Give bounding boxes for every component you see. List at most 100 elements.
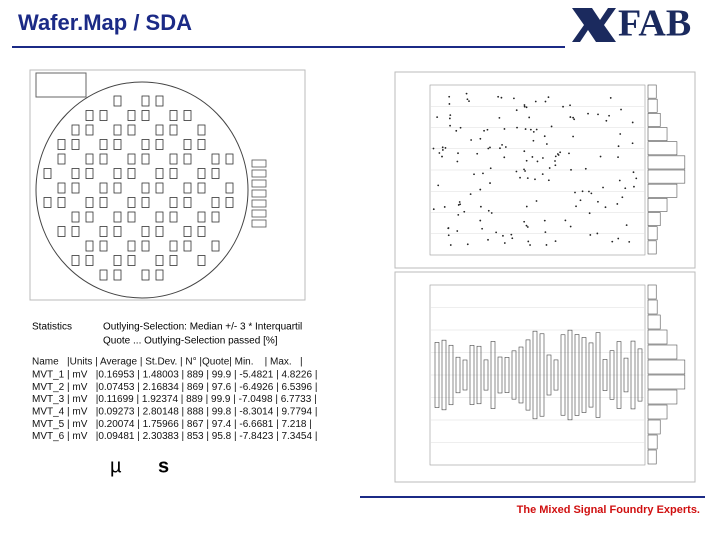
point [525, 205, 528, 208]
die [141, 240, 150, 252]
hist-bar [647, 127, 668, 141]
point [632, 171, 635, 174]
die [99, 139, 108, 150]
die [183, 197, 192, 208]
die [141, 95, 150, 107]
die [71, 226, 80, 237]
die [141, 226, 150, 237]
hist-bar [647, 169, 686, 184]
box [455, 356, 461, 394]
box [525, 339, 531, 411]
box [490, 341, 496, 409]
die [155, 168, 164, 179]
die [141, 182, 150, 194]
die [99, 269, 108, 281]
die [113, 226, 122, 237]
box [546, 354, 552, 396]
point [541, 173, 544, 176]
point [554, 164, 557, 167]
box [539, 333, 545, 417]
point [618, 179, 621, 182]
point [479, 205, 482, 208]
die [169, 197, 178, 208]
hist-bar [647, 113, 661, 127]
hist-bar [647, 240, 657, 255]
point [545, 244, 548, 246]
die [85, 153, 94, 165]
point [463, 210, 466, 213]
die [183, 182, 192, 194]
point [511, 237, 514, 240]
die [127, 153, 136, 165]
point [486, 128, 489, 131]
point [468, 100, 470, 103]
hist-bar [647, 198, 668, 212]
box [469, 345, 475, 405]
point [466, 98, 469, 101]
point [473, 173, 475, 176]
point [559, 151, 562, 154]
point [579, 199, 582, 202]
hist-bar [647, 329, 668, 345]
point [504, 146, 507, 148]
die [197, 168, 206, 179]
point [569, 116, 572, 118]
point [631, 121, 634, 124]
point [510, 233, 513, 236]
point [596, 232, 599, 235]
point [525, 106, 528, 109]
point [479, 137, 482, 140]
point [495, 231, 498, 234]
hist-bar [647, 359, 686, 375]
die [169, 255, 178, 266]
point [617, 156, 619, 158]
die [197, 182, 206, 194]
point [432, 208, 435, 211]
point [536, 160, 539, 163]
hist-bar [647, 183, 678, 198]
point [457, 152, 459, 155]
point [519, 176, 521, 179]
point [490, 212, 493, 214]
hist-bar [647, 404, 668, 420]
point [554, 240, 557, 243]
die [211, 240, 220, 252]
point [616, 203, 619, 205]
die [141, 269, 150, 281]
point [455, 129, 458, 132]
die [155, 124, 164, 136]
die [57, 226, 66, 237]
die [197, 124, 206, 136]
trend-plot-bottom [394, 271, 696, 483]
die [197, 139, 206, 150]
die [85, 124, 94, 136]
point [456, 160, 459, 163]
die [57, 153, 66, 165]
die [85, 110, 94, 121]
point [572, 135, 574, 138]
hist-bar [647, 389, 678, 405]
point [617, 237, 620, 240]
die [141, 197, 150, 208]
point [469, 193, 472, 196]
quote-text: Quote ... Outlying-Selection passed [%] [103, 336, 278, 347]
box [511, 350, 517, 400]
point [574, 191, 576, 194]
die [183, 153, 192, 165]
point [525, 224, 528, 227]
point [609, 97, 612, 99]
point [611, 240, 614, 243]
point [532, 130, 535, 133]
box [602, 359, 608, 391]
point [543, 135, 546, 138]
wafer-legend [251, 159, 267, 228]
point [564, 219, 567, 222]
point [628, 240, 631, 243]
point [449, 124, 451, 127]
point [588, 190, 590, 193]
point [599, 155, 602, 158]
die [99, 153, 108, 165]
die [85, 211, 94, 223]
table-header: Name |Units | Average | St.Dev. | N° |Qu… [32, 357, 303, 368]
point [575, 205, 577, 208]
